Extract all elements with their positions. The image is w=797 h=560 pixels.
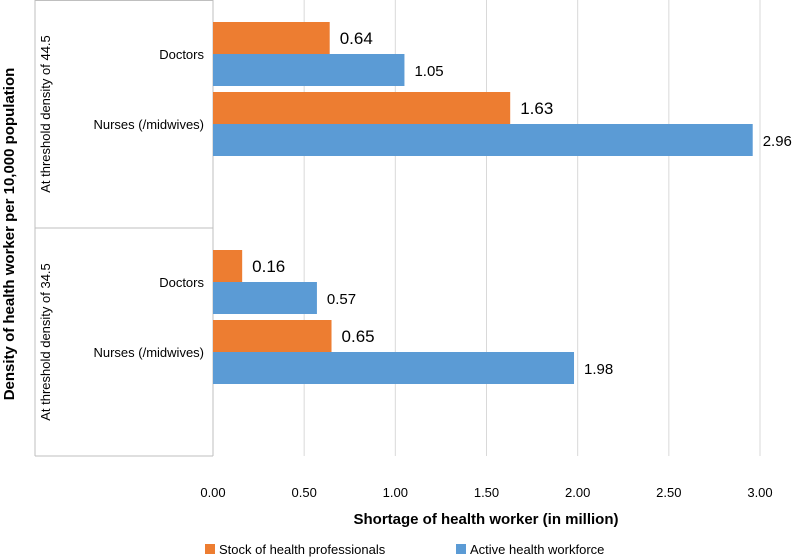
category-label: Nurses (/midwives) [93, 117, 204, 132]
bar-stock [213, 250, 243, 282]
group-label: At threshold density of 34.5 [38, 263, 53, 421]
x-tick-label: 2.00 [565, 485, 590, 500]
legend-swatch [456, 544, 466, 554]
legend-label: Active health workforce [470, 542, 604, 557]
data-label: 2.96 [763, 133, 792, 150]
x-tick-label: 1.50 [474, 485, 499, 500]
category-axis-frame [34, 0, 214, 457]
bars [213, 22, 753, 384]
legend-swatch [205, 544, 215, 554]
data-label: 1.63 [520, 99, 553, 118]
x-tick-labels: 0.00 0.50 1.00 1.50 2.00 2.50 3.00 [200, 485, 772, 500]
x-tick-label: 2.50 [656, 485, 681, 500]
data-label: 1.98 [584, 361, 613, 378]
data-label: 0.16 [252, 257, 285, 276]
legend-label: Stock of health professionals [219, 542, 386, 557]
data-labels: 0.64 1.05 1.63 2.96 0.16 0.57 0.65 1.98 [252, 29, 792, 378]
bar-active [213, 282, 317, 314]
data-label: 0.57 [327, 291, 356, 308]
x-tick-label: 0.50 [292, 485, 317, 500]
bar-stock [213, 320, 332, 352]
category-labels: At threshold density of 44.5 Doctors Nurse… [38, 35, 204, 421]
group-label: At threshold density of 44.5 [38, 35, 53, 193]
legend: Stock of health professionals Active heal… [205, 542, 604, 557]
bar-stock [213, 92, 511, 124]
y-axis-title: Density of health worker per 10,000 popu… [1, 68, 18, 401]
x-tick-label: 1.00 [383, 485, 408, 500]
category-label: Doctors [159, 275, 204, 290]
bar-active [213, 124, 753, 156]
x-axis-title: Shortage of health worker (in million) [353, 511, 618, 528]
data-label: 0.65 [342, 327, 375, 346]
bar-active [213, 352, 575, 384]
bar-active [213, 54, 405, 86]
category-label: Nurses (/midwives) [93, 345, 204, 360]
category-label: Doctors [159, 47, 204, 62]
x-tick-label: 0.00 [200, 485, 225, 500]
x-tick-label: 3.00 [747, 485, 772, 500]
data-label: 0.64 [340, 29, 373, 48]
bar-stock [213, 22, 330, 54]
data-label: 1.05 [414, 63, 443, 80]
